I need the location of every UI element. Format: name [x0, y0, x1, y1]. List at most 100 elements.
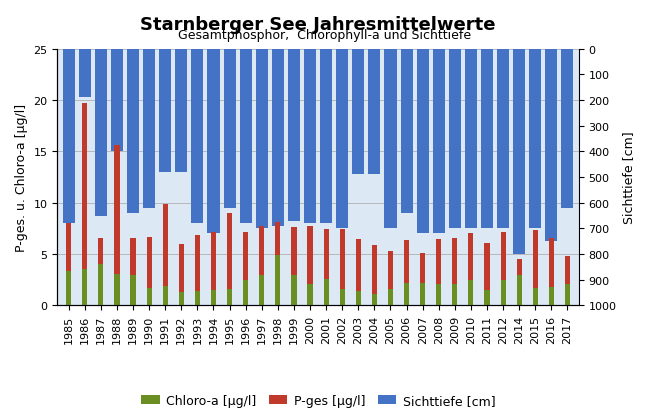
Bar: [259, 275, 265, 306]
Bar: [195, 235, 200, 306]
Bar: [111, 50, 123, 152]
Legend: Chloro-a [µg/l], P-ges [µg/l], Sichttiefe [cm]: Chloro-a [µg/l], P-ges [µg/l], Sichttief…: [136, 389, 500, 412]
Bar: [529, 50, 541, 229]
Bar: [469, 234, 473, 306]
Bar: [98, 238, 103, 306]
Bar: [207, 50, 220, 234]
Bar: [352, 50, 364, 175]
Bar: [384, 50, 396, 229]
Bar: [243, 280, 248, 306]
Bar: [372, 294, 377, 306]
Bar: [66, 272, 72, 306]
Bar: [565, 256, 570, 306]
Bar: [356, 291, 361, 306]
Bar: [481, 50, 493, 229]
Bar: [259, 227, 265, 306]
Bar: [404, 283, 409, 306]
Bar: [339, 230, 344, 306]
Bar: [291, 275, 296, 306]
Bar: [227, 289, 232, 306]
Bar: [224, 50, 235, 208]
Bar: [465, 50, 477, 229]
Bar: [288, 50, 300, 221]
Bar: [452, 284, 458, 306]
Bar: [517, 275, 522, 306]
Bar: [62, 50, 75, 224]
Bar: [195, 291, 200, 306]
Bar: [307, 227, 313, 306]
Bar: [307, 284, 313, 306]
Bar: [211, 290, 216, 306]
Bar: [388, 289, 393, 306]
Bar: [324, 279, 329, 306]
Bar: [400, 50, 413, 214]
Bar: [191, 50, 203, 224]
Bar: [336, 50, 348, 229]
Bar: [500, 280, 506, 306]
Bar: [179, 244, 184, 306]
Bar: [420, 283, 425, 306]
Bar: [517, 259, 522, 306]
Bar: [549, 238, 554, 306]
Bar: [320, 50, 332, 224]
Bar: [484, 243, 489, 306]
Bar: [159, 50, 171, 173]
Bar: [98, 265, 103, 306]
Bar: [95, 50, 107, 216]
Bar: [404, 240, 409, 306]
Bar: [275, 255, 280, 306]
Bar: [211, 233, 216, 306]
Bar: [127, 50, 139, 214]
Bar: [500, 233, 506, 306]
Bar: [304, 50, 316, 224]
Bar: [179, 292, 184, 306]
Bar: [549, 287, 554, 306]
Bar: [533, 288, 538, 306]
Bar: [131, 275, 136, 306]
Bar: [146, 237, 151, 306]
Bar: [114, 274, 120, 306]
Bar: [533, 231, 538, 306]
Bar: [240, 50, 252, 224]
Bar: [324, 230, 329, 306]
Title: Starnberger See Jahresmittelwerte: Starnberger See Jahresmittelwerte: [140, 16, 496, 34]
Bar: [417, 50, 429, 234]
Bar: [388, 252, 393, 306]
Bar: [339, 289, 344, 306]
Bar: [562, 50, 573, 208]
Bar: [146, 288, 151, 306]
Bar: [79, 50, 91, 98]
Bar: [227, 214, 232, 306]
Bar: [114, 146, 120, 306]
Bar: [255, 50, 268, 229]
Bar: [436, 284, 441, 306]
Bar: [176, 50, 187, 173]
Bar: [272, 50, 284, 226]
Bar: [513, 50, 525, 254]
Bar: [369, 50, 380, 175]
Bar: [545, 50, 558, 242]
Text: Gesamtphosphor,  Chlorophyll-a und Sichttiefe: Gesamtphosphor, Chlorophyll-a und Sichtt…: [179, 28, 471, 42]
Y-axis label: Sichttiefe [cm]: Sichttiefe [cm]: [622, 131, 635, 224]
Bar: [565, 284, 570, 306]
Y-axis label: P-ges. u. Chloro-a [µg/l]: P-ges. u. Chloro-a [µg/l]: [15, 104, 28, 252]
Bar: [433, 50, 445, 234]
Bar: [82, 104, 87, 306]
Bar: [131, 238, 136, 306]
Bar: [372, 245, 377, 306]
Bar: [356, 239, 361, 306]
Bar: [162, 204, 168, 306]
Bar: [243, 233, 248, 306]
Bar: [420, 254, 425, 306]
Bar: [82, 270, 87, 306]
Bar: [162, 286, 168, 306]
Bar: [452, 238, 458, 306]
Bar: [291, 228, 296, 306]
Bar: [497, 50, 509, 229]
Bar: [448, 50, 461, 229]
Bar: [484, 290, 489, 306]
Bar: [143, 50, 155, 208]
Bar: [436, 239, 441, 306]
Bar: [469, 280, 473, 306]
Bar: [66, 224, 72, 306]
